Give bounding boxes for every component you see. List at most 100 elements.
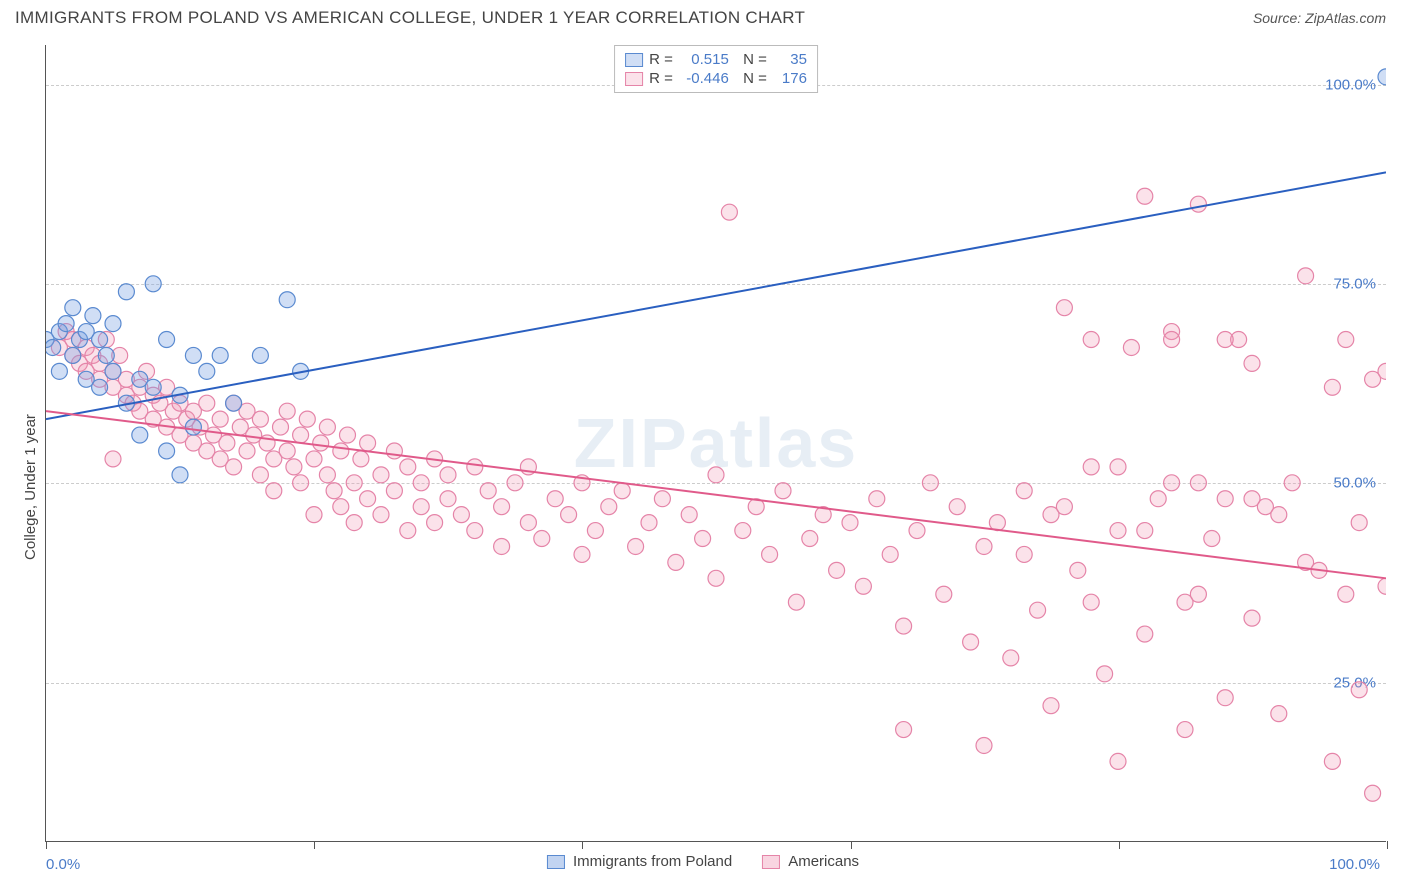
data-point (842, 515, 858, 531)
data-point (855, 578, 871, 594)
legend-r-value: -0.446 (679, 70, 729, 87)
data-point (494, 499, 510, 515)
data-point (279, 443, 295, 459)
data-point (628, 538, 644, 554)
data-point (252, 467, 268, 483)
data-point (440, 491, 456, 507)
legend-item: Americans (762, 853, 859, 870)
source-attribution: Source: ZipAtlas.com (1253, 10, 1386, 26)
data-point (641, 515, 657, 531)
data-point (386, 443, 402, 459)
data-point (413, 475, 429, 491)
data-point (313, 435, 329, 451)
legend-n-value: 176 (773, 70, 807, 87)
data-point (273, 419, 289, 435)
data-point (1070, 562, 1086, 578)
data-point (326, 483, 342, 499)
legend-swatch (625, 53, 643, 67)
data-point (681, 507, 697, 523)
data-point (413, 499, 429, 515)
data-point (286, 459, 302, 475)
data-point (453, 507, 469, 523)
legend-r-label: R = (649, 70, 673, 87)
data-point (266, 483, 282, 499)
legend-swatch (762, 855, 780, 869)
data-point (976, 737, 992, 753)
data-point (561, 507, 577, 523)
data-point (346, 515, 362, 531)
x-tick (582, 841, 583, 849)
data-point (145, 379, 161, 395)
data-point (1083, 459, 1099, 475)
data-point (1016, 483, 1032, 499)
data-point (105, 363, 121, 379)
data-point (306, 507, 322, 523)
data-point (869, 491, 885, 507)
data-point (1351, 515, 1367, 531)
data-point (949, 499, 965, 515)
legend-item: Immigrants from Poland (547, 853, 732, 870)
legend-label: Immigrants from Poland (573, 853, 732, 870)
data-point (199, 395, 215, 411)
data-point (708, 467, 724, 483)
data-point (92, 332, 108, 348)
data-point (1217, 332, 1233, 348)
data-point (547, 491, 563, 507)
data-point (1056, 499, 1072, 515)
data-point (199, 363, 215, 379)
data-point (1110, 523, 1126, 539)
x-tick (1119, 841, 1120, 849)
data-point (1043, 698, 1059, 714)
data-point (1150, 491, 1166, 507)
data-point (1190, 196, 1206, 212)
legend-r-value: 0.515 (679, 51, 729, 68)
data-point (922, 475, 938, 491)
data-point (735, 523, 751, 539)
data-point (1298, 268, 1314, 284)
data-point (520, 515, 536, 531)
data-point (360, 491, 376, 507)
data-point (333, 443, 349, 459)
data-point (896, 618, 912, 634)
data-point (762, 546, 778, 562)
data-point (1164, 475, 1180, 491)
data-point (574, 546, 590, 562)
data-point (1137, 188, 1153, 204)
data-point (46, 339, 61, 355)
series-legend: Immigrants from Poland Americans (547, 853, 859, 870)
data-point (132, 427, 148, 443)
data-point (1177, 722, 1193, 738)
data-point (1110, 753, 1126, 769)
data-point (85, 308, 101, 324)
data-point (1137, 523, 1153, 539)
legend-label: Americans (788, 853, 859, 870)
data-point (58, 316, 74, 332)
data-point (1016, 546, 1032, 562)
data-point (1271, 507, 1287, 523)
y-axis-label: College, Under 1 year (22, 414, 39, 560)
data-point (1083, 594, 1099, 610)
data-point (1056, 300, 1072, 316)
data-point (829, 562, 845, 578)
data-point (252, 411, 268, 427)
data-point (1378, 69, 1386, 85)
data-point (721, 204, 737, 220)
data-point (936, 586, 952, 602)
data-point (65, 300, 81, 316)
data-point (212, 411, 228, 427)
legend-n-value: 35 (773, 51, 807, 68)
data-point (118, 284, 134, 300)
data-point (1217, 690, 1233, 706)
data-point (614, 483, 630, 499)
data-point (319, 467, 335, 483)
data-point (440, 467, 456, 483)
data-point (353, 451, 369, 467)
data-point (1244, 491, 1260, 507)
legend-n-label: N = (735, 51, 767, 68)
data-point (896, 722, 912, 738)
data-point (360, 435, 376, 451)
data-point (306, 451, 322, 467)
data-point (386, 483, 402, 499)
data-point (1110, 459, 1126, 475)
data-point (480, 483, 496, 499)
